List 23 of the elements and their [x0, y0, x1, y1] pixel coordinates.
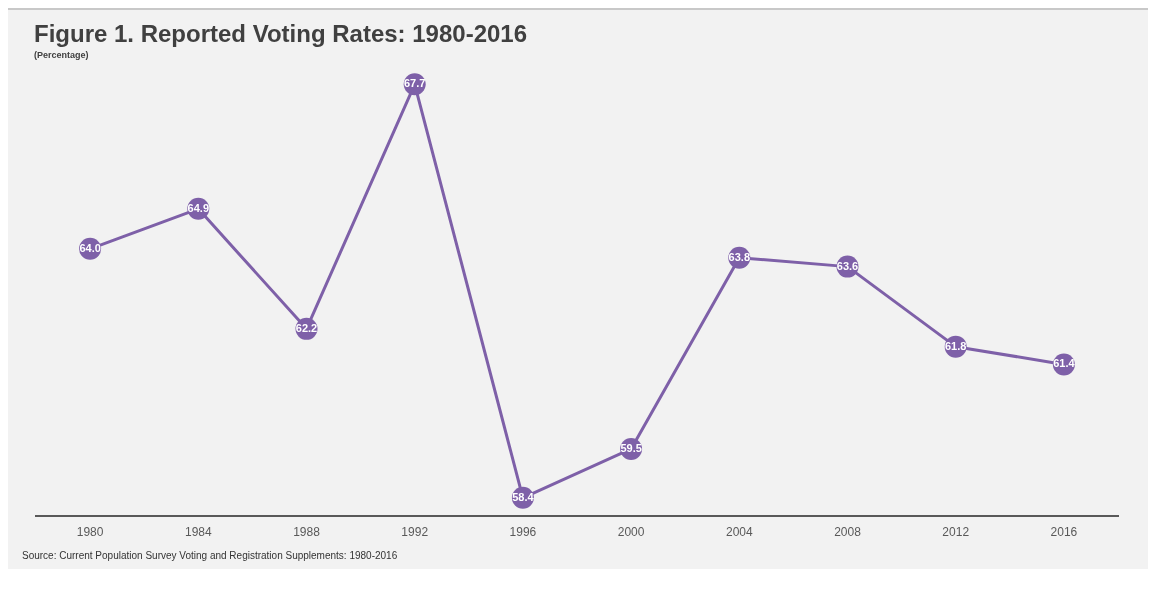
x-tick-label: 1984 — [184, 525, 212, 540]
chart-title: Figure 1. Reported Voting Rates: 1980-2016 — [33, 20, 529, 48]
x-tick-label: 2016 — [1050, 525, 1078, 540]
x-tick-label: 2008 — [834, 525, 862, 540]
data-label: 59.5 — [620, 441, 642, 454]
x-tick-label: 2000 — [617, 525, 645, 540]
chart-subtitle: (Percentage) — [33, 50, 90, 60]
data-label: 61.8 — [944, 339, 967, 352]
data-label: 58.4 — [512, 490, 535, 503]
x-tick-label: 1992 — [401, 525, 429, 540]
data-label: 63.6 — [836, 259, 859, 272]
x-tick-label: 2004 — [725, 525, 753, 540]
data-label: 62.2 — [295, 321, 318, 334]
x-tick-label: 1988 — [293, 525, 321, 540]
source-note: Source: Current Population Survey Voting and Registration Supplements: 1980-2016 — [21, 550, 399, 561]
x-tick-label: 1996 — [509, 525, 537, 540]
data-label: 61.4 — [1053, 357, 1076, 370]
data-label: 63.8 — [728, 250, 751, 263]
data-label: 64.9 — [187, 201, 210, 214]
x-tick-label: 1980 — [76, 525, 104, 540]
x-tick-label: 2012 — [942, 525, 970, 540]
data-label: 67.7 — [403, 77, 426, 90]
data-label: 64.0 — [79, 241, 101, 254]
